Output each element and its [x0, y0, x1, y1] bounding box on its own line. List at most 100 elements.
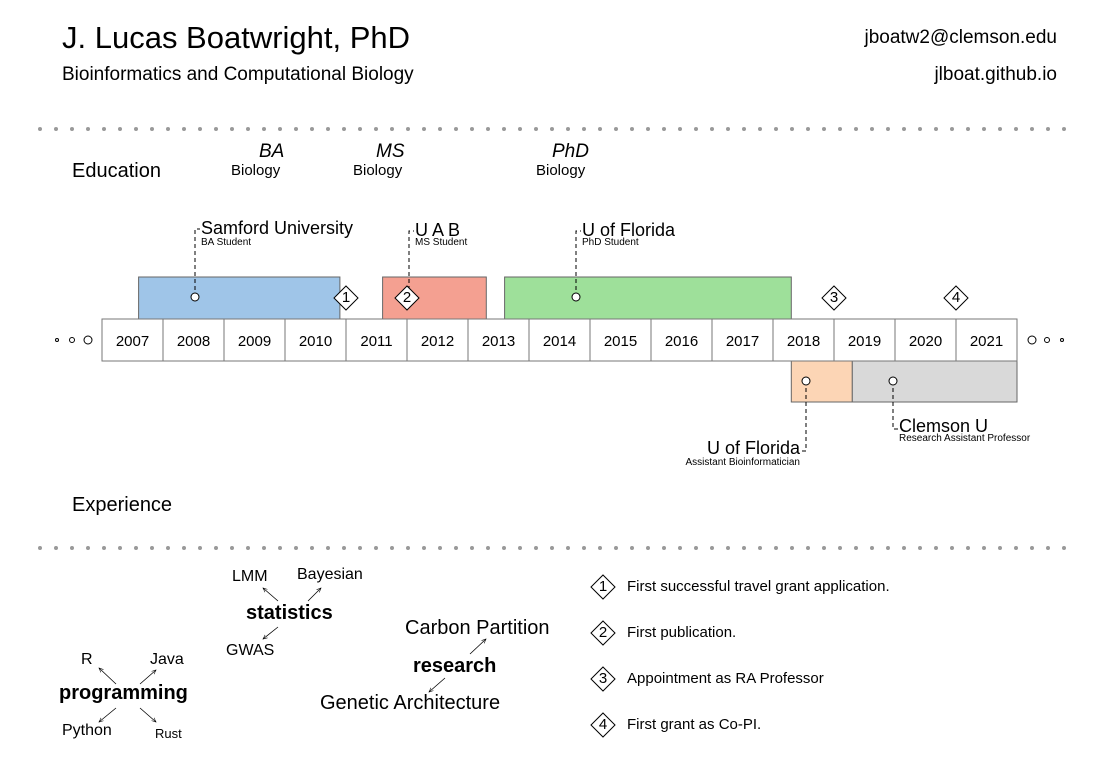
year-label-2016: 2016: [665, 333, 698, 350]
skill-bayesian: Bayesian: [297, 566, 363, 583]
degree-ba: BA: [259, 141, 285, 162]
year-cell-2021: [955, 318, 1018, 362]
milestone-3-number: 3: [829, 289, 839, 306]
year-label-2015: 2015: [604, 333, 637, 350]
year-cell-2007: [101, 318, 164, 362]
arrow-programming-java: [139, 670, 156, 685]
experience-bar-1: [851, 360, 1018, 403]
skill-rust: Rust: [155, 726, 182, 741]
exp-role-clemson: Research Assistant Professor: [899, 433, 1031, 444]
milestone-4-diamond: [943, 285, 969, 311]
arrow-statistics-bayesian: [307, 588, 321, 602]
skill-hub-research: research: [413, 655, 497, 677]
skill-gwas: GWAS: [226, 642, 275, 659]
leader-line-clemson: [892, 381, 898, 430]
legend-3-label: Appointment as RA Professor: [627, 670, 824, 687]
email-link[interactable]: jboatw2@clemson.edu: [864, 27, 1057, 48]
milestone-1-number: 1: [341, 289, 351, 306]
skill-hub-statistics: statistics: [246, 602, 333, 624]
exp-role-uf: Assistant Bioinformatician: [685, 457, 801, 468]
education-bar-2: [504, 276, 792, 320]
year-label-2020: 2020: [909, 333, 942, 350]
year-cell-2017: [711, 318, 774, 362]
year-label-2021: 2021: [970, 333, 1003, 350]
year-label-2014: 2014: [543, 333, 576, 350]
arrow-research-carbon: [469, 639, 486, 655]
legend-2-number: 2: [598, 624, 608, 641]
year-cell-2015: [589, 318, 652, 362]
experience-heading: Experience: [72, 494, 173, 516]
legend-2-diamond: [590, 620, 616, 646]
marker-circle-uf-phd: [571, 292, 581, 302]
year-label-2008: 2008: [177, 333, 210, 350]
website-link[interactable]: jlboat.github.io: [934, 64, 1057, 85]
year-cell-2012: [406, 318, 469, 362]
year-label-2009: 2009: [238, 333, 271, 350]
skill-java: Java: [150, 651, 184, 668]
legend-3-diamond: [590, 666, 616, 692]
degree-ms: MS: [376, 141, 405, 162]
skill-python: Python: [62, 722, 112, 739]
legend-4-label: First grant as Co-PI.: [627, 716, 762, 733]
skill-genetic-architecture: Genetic Architecture: [320, 692, 501, 714]
skill-hub-programming: programming: [59, 682, 188, 704]
arrow-statistics-gwas: [263, 626, 279, 639]
degree-ms-field: Biology: [353, 162, 403, 179]
marker-circle-clemson: [888, 376, 898, 386]
edu-role-samford: BA Student: [201, 237, 252, 248]
milestone-2-number: 2: [402, 289, 412, 306]
degree-phd-field: Biology: [536, 162, 586, 179]
page-subtitle: Bioinformatics and Computational Biology: [62, 64, 414, 85]
axis-ellipsis-right: [1027, 335, 1064, 345]
arrow-statistics-lmm: [263, 588, 279, 602]
year-cell-2018: [772, 318, 835, 362]
skill-r: R: [81, 651, 93, 668]
arrow-programming-rust: [139, 707, 156, 722]
milestone-1-diamond: [333, 285, 359, 311]
year-label-2012: 2012: [421, 333, 454, 350]
leader-line-uf-exp: [800, 381, 807, 452]
leader-line-uf-phd: [575, 230, 581, 297]
year-label-2017: 2017: [726, 333, 759, 350]
arrow-research-genetic: [429, 677, 446, 692]
year-cell-2009: [223, 318, 286, 362]
edu-institution-samford: Samford University: [201, 218, 354, 238]
year-cell-2013: [467, 318, 530, 362]
degree-phd: PhD: [552, 141, 589, 162]
leader-line-uab: [408, 230, 414, 297]
skill-lmm: LMM: [232, 568, 268, 585]
year-cell-2008: [162, 318, 225, 362]
legend-4-diamond: [590, 712, 616, 738]
year-label-2019: 2019: [848, 333, 881, 350]
education-heading: Education: [72, 160, 161, 182]
exp-institution-uf: U of Florida: [706, 438, 800, 458]
edu-role-uab: MS Student: [415, 237, 468, 248]
arrow-programming-r: [99, 668, 117, 685]
year-label-2007: 2007: [116, 333, 149, 350]
page-title: J. Lucas Boatwright, PhD: [62, 20, 411, 55]
milestone-2-diamond: [394, 285, 420, 311]
year-cell-2010: [284, 318, 347, 362]
year-cell-2011: [345, 318, 408, 362]
milestone-4-number: 4: [951, 289, 961, 306]
exp-institution-clemson: Clemson U: [899, 416, 989, 436]
year-cell-2016: [650, 318, 713, 362]
edu-institution-uab: U A B: [415, 220, 461, 240]
experience-bar-0: [790, 360, 853, 403]
edu-institution-uf: U of Florida: [582, 220, 676, 240]
legend-4-number: 4: [598, 716, 608, 733]
legend-2-label: First publication.: [627, 624, 737, 641]
arrow-programming-python: [99, 707, 117, 722]
legend-1-number: 1: [598, 578, 608, 595]
milestone-3-diamond: [821, 285, 847, 311]
marker-circle-samford: [190, 292, 200, 302]
edu-role-uf: PhD Student: [582, 237, 639, 248]
education-bar-0: [138, 276, 341, 320]
marker-circle-uf-exp: [801, 376, 811, 386]
year-label-2018: 2018: [787, 333, 820, 350]
legend-1-label: First successful travel grant applicatio…: [627, 578, 890, 595]
year-cell-2019: [833, 318, 896, 362]
year-label-2010: 2010: [299, 333, 332, 350]
year-cell-2014: [528, 318, 591, 362]
